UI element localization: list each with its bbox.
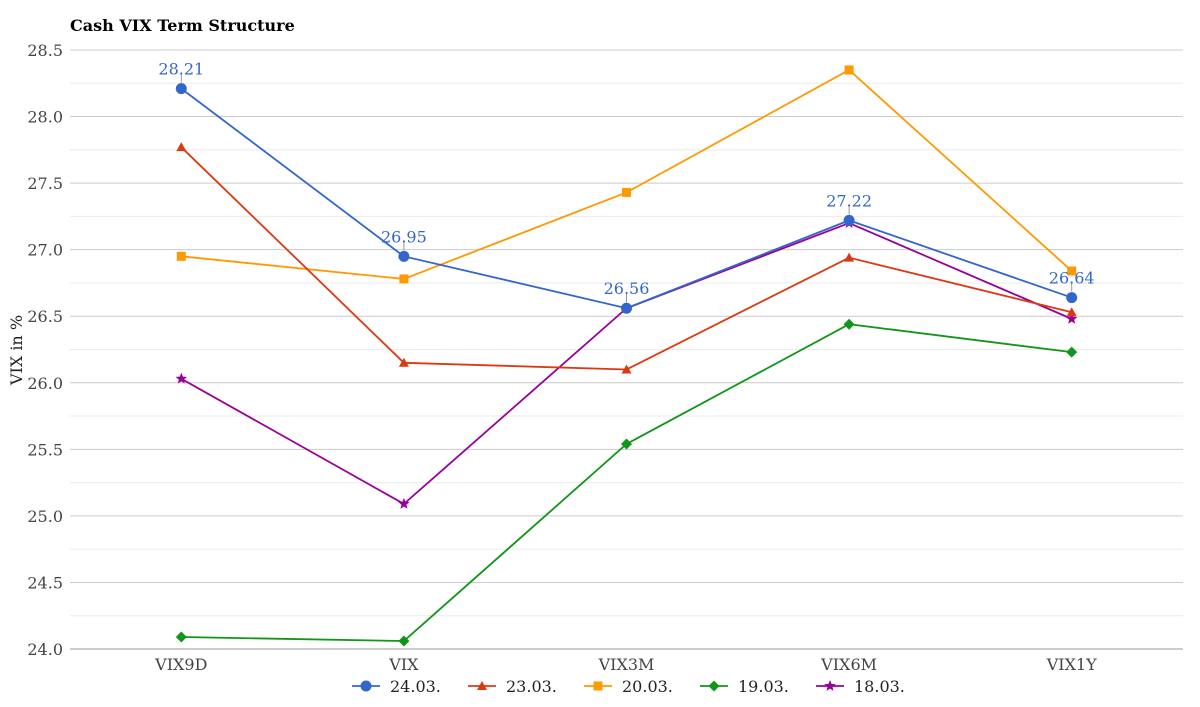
data-point bbox=[622, 187, 631, 197]
y-tick-label: 27.5 bbox=[27, 174, 63, 193]
legend-label: 20.03. bbox=[622, 677, 673, 696]
data-point bbox=[1065, 312, 1078, 324]
legend-marker bbox=[360, 680, 372, 692]
series-1903 bbox=[175, 318, 1078, 647]
y-tick-label: 26.0 bbox=[27, 374, 63, 393]
legend-marker bbox=[824, 680, 836, 691]
data-point bbox=[398, 635, 410, 647]
data-label: 28.21 bbox=[158, 60, 204, 79]
legend-marker bbox=[477, 681, 487, 690]
y-tick-label: 26.5 bbox=[27, 307, 63, 326]
data-point bbox=[621, 302, 632, 314]
legend-item[interactable]: 23.03. bbox=[468, 677, 557, 696]
series-2003 bbox=[176, 65, 1077, 284]
data-point bbox=[843, 214, 855, 226]
series-line bbox=[180, 87, 1072, 310]
x-axis: VIX9D VIX VIX3M VIX6M VIX1Y bbox=[154, 655, 1097, 674]
legend-item[interactable]: 24.03. bbox=[352, 677, 441, 696]
data-point bbox=[175, 372, 188, 384]
legend-label: 24.03. bbox=[390, 677, 441, 696]
series-1803 bbox=[175, 217, 1078, 509]
x-tick-label: VIX bbox=[388, 655, 419, 674]
series-line bbox=[181, 68, 1073, 280]
data-point bbox=[1066, 307, 1077, 317]
y-tick-label: 24.5 bbox=[27, 573, 63, 592]
data-point bbox=[844, 252, 855, 262]
legend-item[interactable]: 20.03. bbox=[584, 677, 673, 696]
x-tick-label: VIX3M bbox=[598, 655, 655, 674]
data-point bbox=[175, 83, 187, 95]
legend: 24.03. 23.03. 20.03. 19.03. 18.03. bbox=[352, 677, 905, 696]
data-label: 26.95 bbox=[381, 227, 427, 246]
data-point bbox=[1066, 346, 1078, 358]
legend-marker bbox=[708, 680, 720, 692]
y-axis-label: VIX in % bbox=[7, 315, 26, 386]
data-labels: 28.21 26.95 26.56 27.22 26.64 bbox=[158, 60, 1095, 303]
y-tick-label: 27.0 bbox=[27, 241, 63, 260]
data-point bbox=[621, 364, 632, 374]
y-tick-label: 28.5 bbox=[27, 41, 63, 60]
series-2403 bbox=[175, 83, 1078, 314]
y-axis: 24.0 24.5 25.0 25.5 26.0 26.5 27.0 27.5 28.0 28.5 bbox=[27, 41, 63, 659]
data-point bbox=[844, 65, 854, 75]
data-point bbox=[398, 250, 410, 262]
legend-marker bbox=[593, 681, 603, 691]
legend-label: 23.03. bbox=[506, 677, 557, 696]
data-point bbox=[1066, 292, 1078, 304]
data-point bbox=[176, 251, 186, 261]
x-tick-label: VIX1Y bbox=[1046, 655, 1097, 674]
data-point bbox=[398, 357, 409, 367]
data-point bbox=[176, 142, 187, 152]
y-tick-label: 28.0 bbox=[27, 108, 63, 127]
grid bbox=[70, 49, 1183, 650]
series-group bbox=[175, 65, 1078, 647]
data-label: 27.22 bbox=[826, 191, 872, 210]
data-point bbox=[398, 497, 410, 509]
data-point bbox=[399, 274, 409, 284]
data-point bbox=[843, 318, 855, 330]
legend-item[interactable]: 19.03. bbox=[700, 677, 789, 696]
data-point bbox=[1067, 266, 1077, 276]
data-point bbox=[175, 631, 187, 643]
x-tick-label: VIX9D bbox=[154, 655, 207, 674]
legend-label: 18.03. bbox=[854, 677, 905, 696]
legend-item[interactable]: 18.03. bbox=[816, 677, 905, 696]
y-tick-label: 25.5 bbox=[27, 440, 63, 459]
data-point bbox=[621, 438, 632, 450]
data-label: 26.56 bbox=[604, 279, 650, 298]
legend-label: 19.03. bbox=[738, 677, 789, 696]
chart-title: Cash VIX Term Structure bbox=[70, 16, 295, 35]
y-tick-label: 25.0 bbox=[27, 507, 63, 526]
series-line bbox=[180, 222, 1073, 506]
data-label: 26.64 bbox=[1049, 269, 1095, 288]
series-2303 bbox=[176, 142, 1077, 374]
x-tick-label: VIX6M bbox=[820, 655, 877, 674]
y-tick-label: 24.0 bbox=[27, 640, 63, 659]
